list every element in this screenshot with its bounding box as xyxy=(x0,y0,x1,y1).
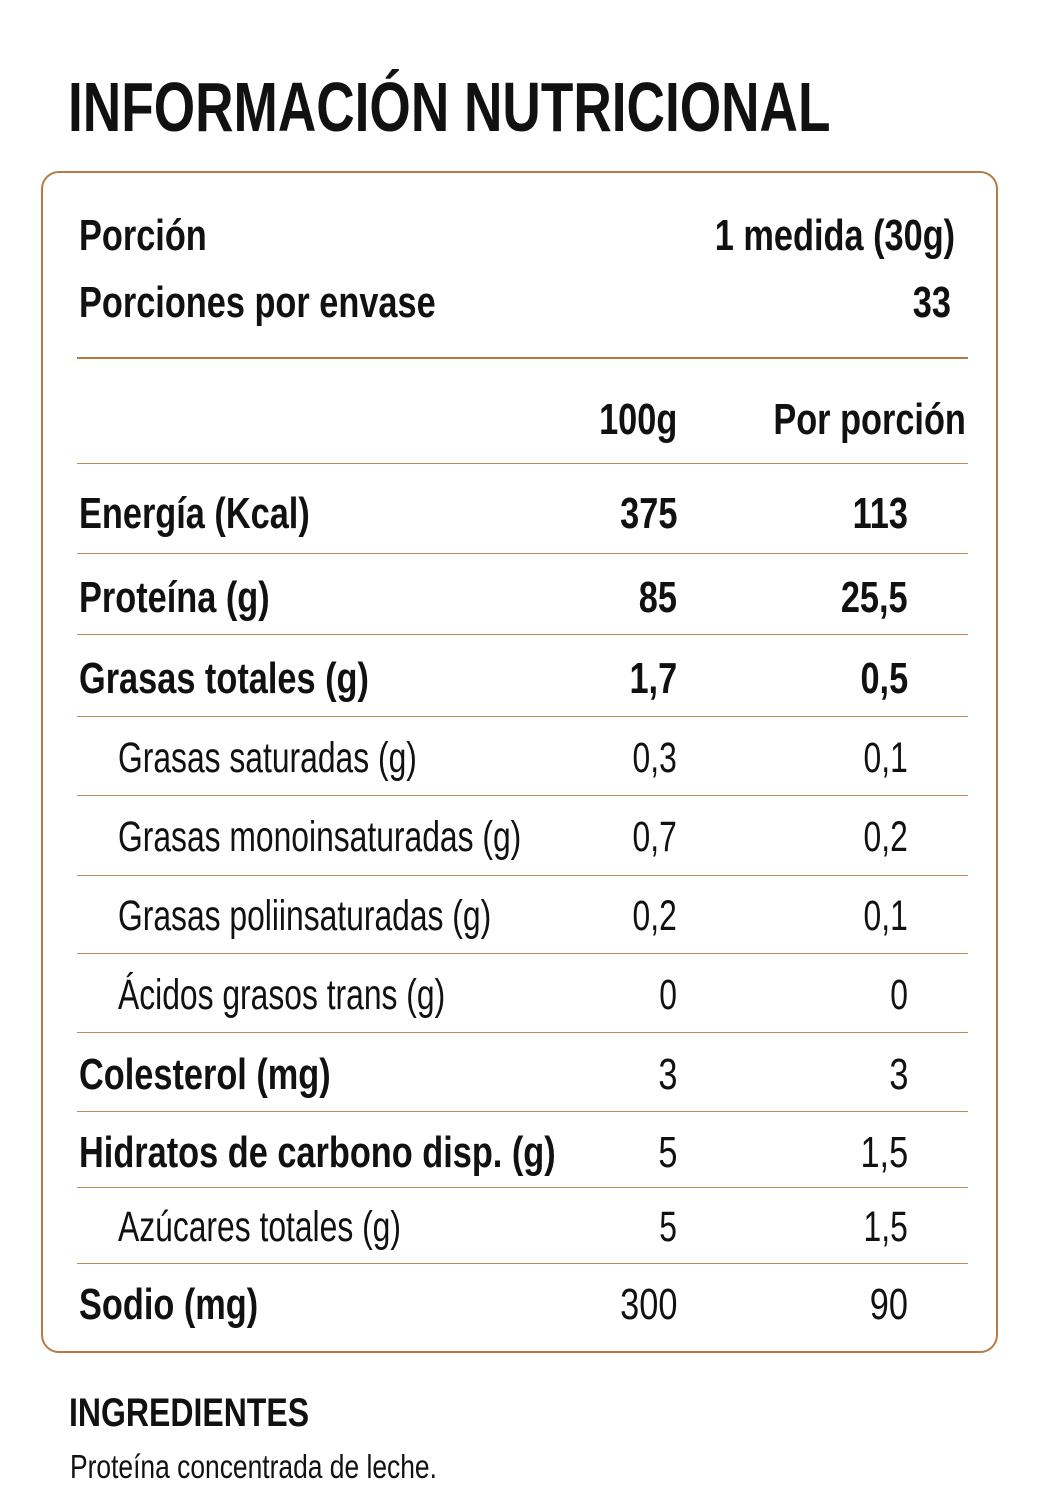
nutrient-label: Sodio (mg) xyxy=(79,1280,259,1329)
nutrient-label: Hidratos de carbono disp. (g) xyxy=(79,1128,556,1177)
portion-value: 1 medida (30g) xyxy=(714,211,955,260)
row-divider xyxy=(77,795,968,796)
value-per-100g: 0 xyxy=(659,971,677,1019)
servings-label: Porciones por envase xyxy=(79,278,436,327)
value-per-portion: 0,2 xyxy=(863,813,908,861)
nutrition-panel xyxy=(41,171,998,1353)
value-per-100g: 5 xyxy=(657,1128,677,1177)
value-per-portion: 0,1 xyxy=(863,734,908,782)
value-per-100g: 375 xyxy=(619,489,677,538)
nutrient-label: Colesterol (mg) xyxy=(79,1050,331,1099)
value-per-portion: 1,5 xyxy=(863,1203,908,1251)
servings-value: 33 xyxy=(912,278,951,327)
nutrient-label: Grasas monoinsaturadas (g) xyxy=(118,813,522,861)
value-per-100g: 1,7 xyxy=(629,654,677,703)
value-per-portion: 25,5 xyxy=(841,573,908,622)
value-per-portion: 113 xyxy=(852,489,908,538)
value-per-100g: 300 xyxy=(619,1280,677,1329)
value-per-portion: 0 xyxy=(890,971,908,1019)
row-divider xyxy=(77,716,968,717)
value-per-portion: 0,5 xyxy=(860,654,908,703)
value-per-100g: 3 xyxy=(657,1050,677,1099)
ingredients-title: INGREDIENTES xyxy=(69,1391,310,1435)
row-divider xyxy=(77,875,968,876)
row-divider xyxy=(77,1032,968,1033)
value-per-100g: 0,2 xyxy=(632,892,677,940)
row-divider xyxy=(77,953,968,954)
header-divider xyxy=(77,357,968,359)
value-per-portion: 1,5 xyxy=(860,1128,908,1177)
nutrient-label: Ácidos grasos trans (g) xyxy=(118,971,446,1019)
row-divider xyxy=(77,553,968,554)
row-divider xyxy=(77,634,968,635)
row-divider xyxy=(77,1263,968,1264)
ingredients-text: Proteína concentrada de leche. xyxy=(70,1448,437,1485)
value-per-100g: 0,3 xyxy=(632,734,677,782)
row-divider xyxy=(77,1111,968,1112)
column-header-portion: Por porción xyxy=(773,395,966,444)
value-per-100g: 85 xyxy=(638,573,677,622)
value-per-100g: 0,7 xyxy=(632,813,677,861)
column-header-divider xyxy=(77,463,968,464)
page-title: INFORMACIÓN NUTRICIONAL xyxy=(68,68,831,146)
nutrient-label: Grasas totales (g) xyxy=(79,654,369,703)
value-per-100g: 5 xyxy=(659,1203,677,1251)
nutrient-label: Grasas poliinsaturadas (g) xyxy=(118,892,492,940)
row-divider xyxy=(77,1187,968,1188)
nutrient-label: Grasas saturadas (g) xyxy=(118,734,417,782)
portion-label: Porción xyxy=(79,211,207,260)
value-per-portion: 0,1 xyxy=(863,892,908,940)
value-per-portion: 90 xyxy=(869,1280,908,1329)
column-header-100g: 100g xyxy=(598,395,677,444)
value-per-portion: 3 xyxy=(888,1050,908,1099)
nutrient-label: Azúcares totales (g) xyxy=(118,1203,401,1251)
nutrient-label: Energía (Kcal) xyxy=(79,489,310,538)
nutrient-label: Proteína (g) xyxy=(79,573,270,622)
